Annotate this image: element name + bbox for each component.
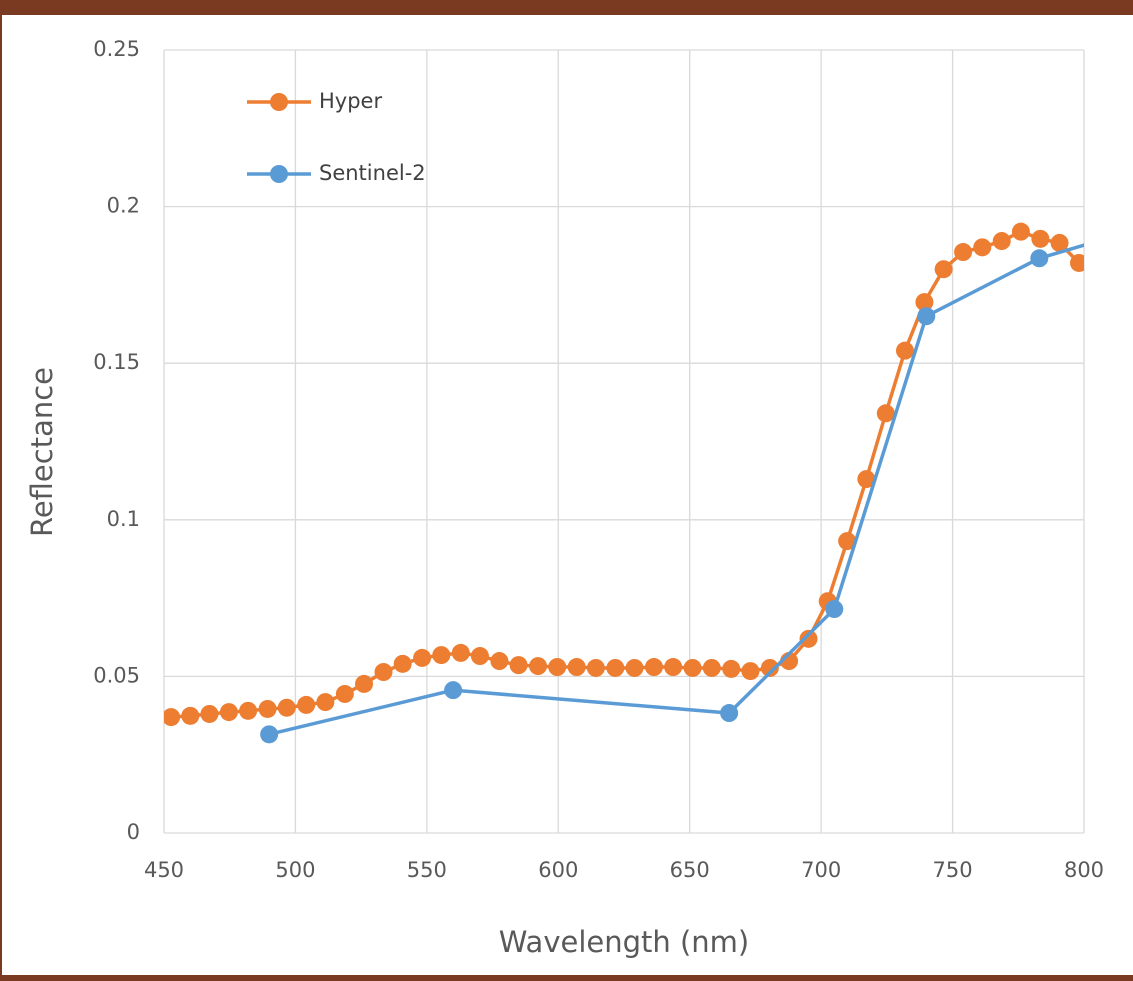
data-point (529, 657, 547, 675)
data-point (664, 658, 682, 676)
data-point (1031, 230, 1049, 248)
data-point (444, 681, 462, 699)
data-point (336, 685, 354, 703)
data-point (297, 696, 315, 714)
data-point (645, 658, 663, 676)
y-tick-label: 0.1 (107, 507, 140, 531)
x-tick-label: 600 (538, 858, 578, 882)
x-tick-label: 750 (933, 858, 973, 882)
data-point (162, 708, 180, 726)
legend-label: Hyper (319, 89, 382, 113)
y-tick-label: 0.05 (93, 663, 140, 687)
y-axis-title: Reflectance (25, 367, 59, 537)
data-point (720, 704, 738, 722)
legend-marker (270, 93, 288, 111)
data-point (432, 646, 450, 664)
data-point (587, 659, 605, 677)
data-point (722, 660, 740, 678)
data-point (703, 659, 721, 677)
data-point (220, 703, 238, 721)
chart: 0 0.05 0.1 0.15 0.2 0.25 450 500 550 600 650 700 750… (0, 0, 1133, 981)
data-point (973, 238, 991, 256)
y-tick-label: 0.25 (93, 37, 140, 61)
data-point (355, 675, 373, 693)
data-point (239, 702, 257, 720)
data-point (1030, 249, 1048, 267)
data-point (200, 705, 218, 723)
data-point (260, 725, 278, 743)
x-tick-label: 550 (407, 858, 447, 882)
x-tick-label: 650 (670, 858, 710, 882)
x-tick-label: 700 (801, 858, 841, 882)
data-point (394, 655, 412, 673)
data-point (259, 700, 277, 718)
y-tick-label: 0.2 (107, 194, 140, 218)
data-point (1012, 223, 1030, 241)
data-point (452, 644, 470, 662)
page: {"chart_data": {"type": "line", "x_label… (0, 0, 1133, 981)
data-point (471, 647, 489, 665)
x-tick-label: 500 (275, 858, 315, 882)
data-point (316, 693, 334, 711)
x-tick-label: 800 (1064, 858, 1104, 882)
data-point (510, 656, 528, 674)
data-point (935, 260, 953, 278)
data-point (181, 707, 199, 725)
data-point (626, 659, 644, 677)
data-point (825, 600, 843, 618)
x-tick-label: 450 (144, 858, 184, 882)
data-point (413, 649, 431, 667)
data-point (741, 662, 759, 680)
data-point (896, 342, 914, 360)
data-point (684, 659, 702, 677)
y-tick-label: 0.15 (93, 350, 140, 374)
chart-panel (2, 15, 1133, 975)
data-point (490, 652, 508, 670)
data-point (606, 659, 624, 677)
data-point (374, 663, 392, 681)
data-point (917, 307, 935, 325)
data-point (278, 699, 296, 717)
legend-label: Sentinel-2 (319, 161, 426, 185)
y-tick-label: 0 (127, 820, 140, 844)
data-point (993, 232, 1011, 250)
data-point (568, 658, 586, 676)
data-point (954, 243, 972, 261)
legend-marker (270, 165, 288, 183)
data-point (548, 658, 566, 676)
x-axis-title: Wavelength (nm) (499, 925, 750, 959)
